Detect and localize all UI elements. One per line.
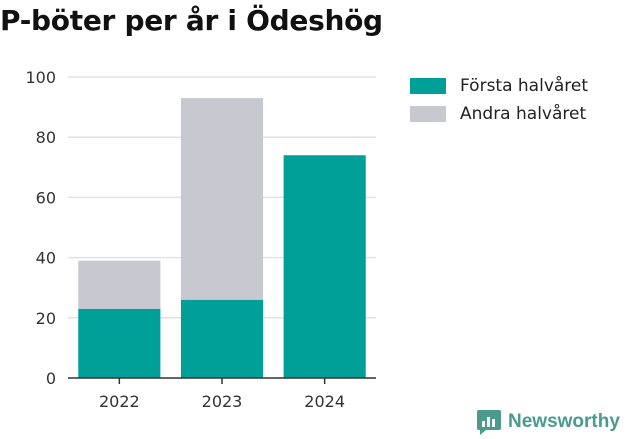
- legend-label-andra: Andra halvåret: [460, 104, 587, 124]
- y-tick-label-20: 20: [36, 309, 56, 328]
- newsworthy-logo: Newsworthy: [476, 408, 620, 436]
- x-axis-ticks: 2022 2023 2024: [99, 378, 345, 411]
- y-tick-label-40: 40: [36, 249, 56, 268]
- bar-2022-series-0: [78, 308, 161, 378]
- chart-title: P-böter per år i Ödeshög: [0, 4, 383, 37]
- legend-label-forsta: Första halvåret: [460, 76, 589, 96]
- legend-swatch-forsta: [410, 78, 446, 94]
- newsworthy-logo-icon: [477, 410, 501, 435]
- x-tick-label-2024: 2024: [304, 392, 345, 411]
- legend: Första halvåret Andra halvåret: [410, 72, 588, 128]
- y-tick-label-60: 60: [36, 188, 56, 207]
- x-tick-label-2022: 2022: [99, 392, 140, 411]
- y-axis-ticks: 0 20 40 60 80 100: [25, 68, 56, 388]
- brand-name: Newsworthy: [508, 411, 620, 432]
- y-tick-label-100: 100: [25, 68, 56, 87]
- legend-swatch-andra: [410, 106, 446, 122]
- y-tick-label-0: 0: [46, 369, 56, 388]
- y-tick-label-80: 80: [36, 128, 56, 147]
- bar-2023-series-1: [180, 98, 264, 300]
- bars: [78, 98, 366, 378]
- legend-item-andra: Andra halvåret: [410, 100, 588, 128]
- x-tick-label-2023: 2023: [202, 392, 243, 411]
- legend-item-forsta: Första halvåret: [410, 72, 588, 100]
- bar-2022-series-1: [78, 260, 161, 309]
- bar-2023-series-0: [180, 299, 264, 378]
- bar-2024-series-0: [283, 155, 366, 378]
